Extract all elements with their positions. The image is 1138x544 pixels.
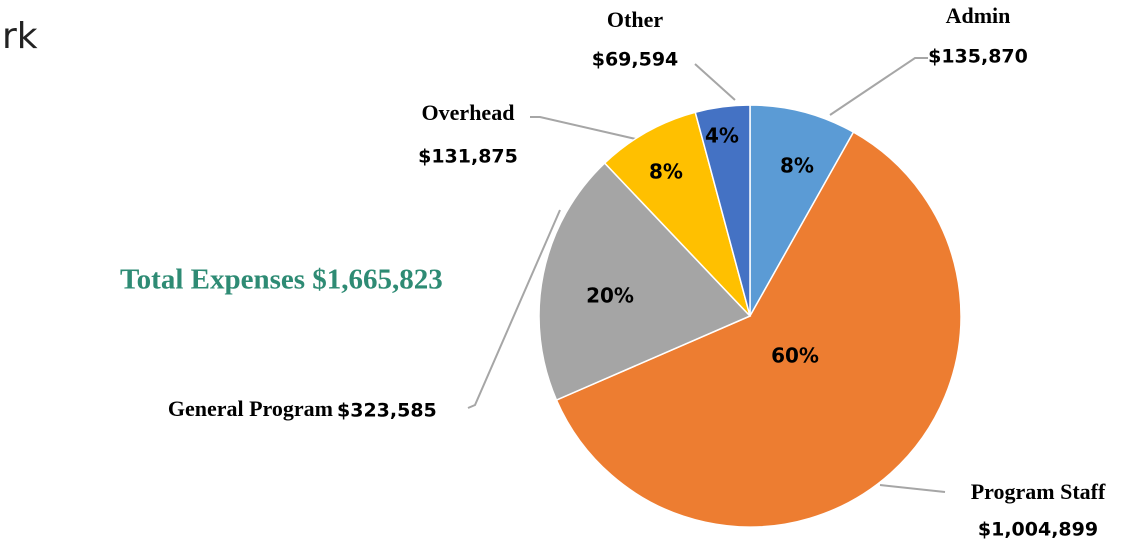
percent-label: 20% (586, 284, 634, 308)
value-label: $135,870 (928, 46, 1028, 68)
category-label: Program Staff (971, 479, 1106, 504)
category-label: Admin (946, 3, 1011, 28)
leader-line (530, 116, 641, 141)
pie-slice (749, 104, 855, 319)
percent-label: 8% (780, 154, 814, 178)
pie-slice (555, 131, 962, 528)
leader-line (829, 57, 928, 116)
category-label: Overhead (422, 100, 515, 125)
total-label: Total Expenses $1,665,823 (120, 264, 443, 296)
pie-slice (603, 111, 751, 317)
percent-label: 60% (771, 344, 819, 368)
pie-slice (538, 161, 752, 402)
value-label: $1,004,899 (978, 519, 1098, 541)
value-label: $69,594 (592, 49, 679, 71)
leader-line (879, 484, 946, 493)
leader-line (694, 63, 736, 101)
pie-slice (694, 104, 751, 317)
leader-lines (467, 57, 946, 493)
value-label: $323,585 (337, 400, 437, 422)
value-label: $131,875 (418, 146, 518, 168)
category-label: Other (607, 7, 663, 32)
leader-line (467, 209, 561, 409)
percent-label: 4% (705, 124, 739, 148)
heading-fragment: rk (2, 16, 38, 57)
percent-label: 8% (649, 160, 683, 184)
category-label: General Program (168, 396, 333, 421)
